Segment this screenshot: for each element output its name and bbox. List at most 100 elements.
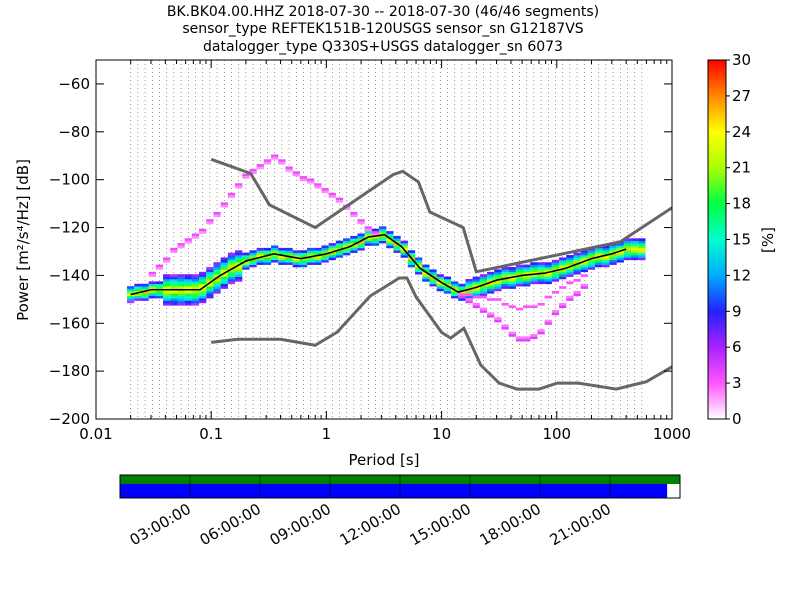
density-cell xyxy=(407,252,416,256)
y-tick-label: −120 xyxy=(49,219,90,237)
density-cell xyxy=(379,240,387,244)
density-cell xyxy=(623,240,632,244)
density-cell xyxy=(278,247,286,251)
density-cell xyxy=(429,271,437,275)
density-cell xyxy=(494,269,502,273)
density-cell xyxy=(638,238,646,241)
outlier-cell xyxy=(523,336,531,340)
colorbar-tick-label: 27 xyxy=(732,87,751,105)
outlier-cell xyxy=(357,219,365,222)
density-cell xyxy=(638,247,646,251)
density-cell xyxy=(134,286,142,289)
density-cell xyxy=(256,262,264,265)
outlier-cell xyxy=(472,305,480,309)
outlier-cell xyxy=(544,319,552,323)
density-cell xyxy=(328,252,336,256)
density-cell xyxy=(170,302,178,306)
outlier-cell xyxy=(220,204,228,208)
density-cell xyxy=(343,240,351,244)
density-cell xyxy=(170,300,178,304)
outlier-cell xyxy=(278,161,286,165)
density-cell xyxy=(465,278,473,282)
density-cell xyxy=(307,262,315,265)
density-cell xyxy=(163,286,171,289)
density-cell xyxy=(494,283,502,287)
density-cell xyxy=(170,293,178,297)
density-cell xyxy=(314,255,322,258)
density-cell xyxy=(213,290,221,294)
density-cell xyxy=(544,276,552,280)
density-cell xyxy=(127,300,135,304)
outlier-cell xyxy=(487,298,495,301)
density-cell xyxy=(155,283,164,287)
density-cell xyxy=(299,264,308,268)
density-cell xyxy=(523,271,531,275)
outlier-cell xyxy=(494,298,502,301)
density-cell xyxy=(551,274,560,277)
density-cell xyxy=(242,255,250,258)
density-cell xyxy=(335,240,344,244)
outlier-cell xyxy=(537,329,545,332)
density-cell xyxy=(127,293,135,297)
outlier-cell xyxy=(501,302,509,306)
density-cell xyxy=(386,233,394,237)
density-cell xyxy=(134,283,142,287)
outlier-cell xyxy=(580,286,588,289)
density-cell xyxy=(623,255,632,258)
outlier-cell xyxy=(350,211,358,215)
density-cell xyxy=(573,252,581,256)
density-cell xyxy=(191,278,200,282)
density-cell xyxy=(559,257,567,261)
outlier-cell xyxy=(343,207,351,210)
density-cell xyxy=(184,274,192,277)
density-cell xyxy=(551,267,560,270)
density-cell xyxy=(393,247,401,251)
density-cell xyxy=(206,288,214,292)
density-cell xyxy=(249,262,257,265)
density-cell xyxy=(177,302,185,306)
outlier-cell xyxy=(263,161,272,165)
density-cell xyxy=(134,293,142,297)
density-cell xyxy=(566,255,574,258)
density-cell xyxy=(580,255,588,258)
density-cell xyxy=(587,267,596,270)
density-cell xyxy=(163,300,171,304)
outlier-cell xyxy=(155,264,164,268)
y-tick-label: −200 xyxy=(49,410,90,428)
density-cell xyxy=(407,255,416,258)
density-cell xyxy=(350,240,358,244)
density-cell xyxy=(559,274,567,277)
density-cell xyxy=(422,267,430,270)
colorbar-tick-label: 12 xyxy=(732,266,751,284)
density-cell xyxy=(523,269,531,273)
density-cell xyxy=(220,262,228,265)
density-cell xyxy=(472,283,480,287)
density-cell xyxy=(343,238,351,241)
density-cell xyxy=(479,293,488,297)
density-cell xyxy=(335,245,344,249)
density-cell xyxy=(551,259,560,263)
density-cell xyxy=(227,274,236,277)
density-cell xyxy=(184,300,192,304)
density-cell xyxy=(638,245,646,249)
colorbar-tick-label: 30 xyxy=(732,51,751,69)
density-cell xyxy=(235,250,243,253)
density-cell xyxy=(292,259,300,263)
density-cell xyxy=(314,262,322,265)
density-cell xyxy=(350,235,358,239)
density-cell xyxy=(530,274,538,277)
outlier-cell xyxy=(299,178,308,182)
outlier-cell xyxy=(479,307,488,311)
density-cell xyxy=(566,274,574,277)
colorbar-tick-label: 24 xyxy=(732,123,751,141)
density-cell xyxy=(465,295,473,299)
density-cell xyxy=(184,278,192,282)
density-cell xyxy=(256,259,264,263)
y-tick-label: −180 xyxy=(49,362,90,380)
density-cell xyxy=(235,262,243,265)
density-cell xyxy=(595,250,603,253)
density-cell xyxy=(292,264,300,268)
density-cell xyxy=(285,250,293,253)
density-cell xyxy=(263,252,272,256)
density-cell xyxy=(429,276,437,280)
